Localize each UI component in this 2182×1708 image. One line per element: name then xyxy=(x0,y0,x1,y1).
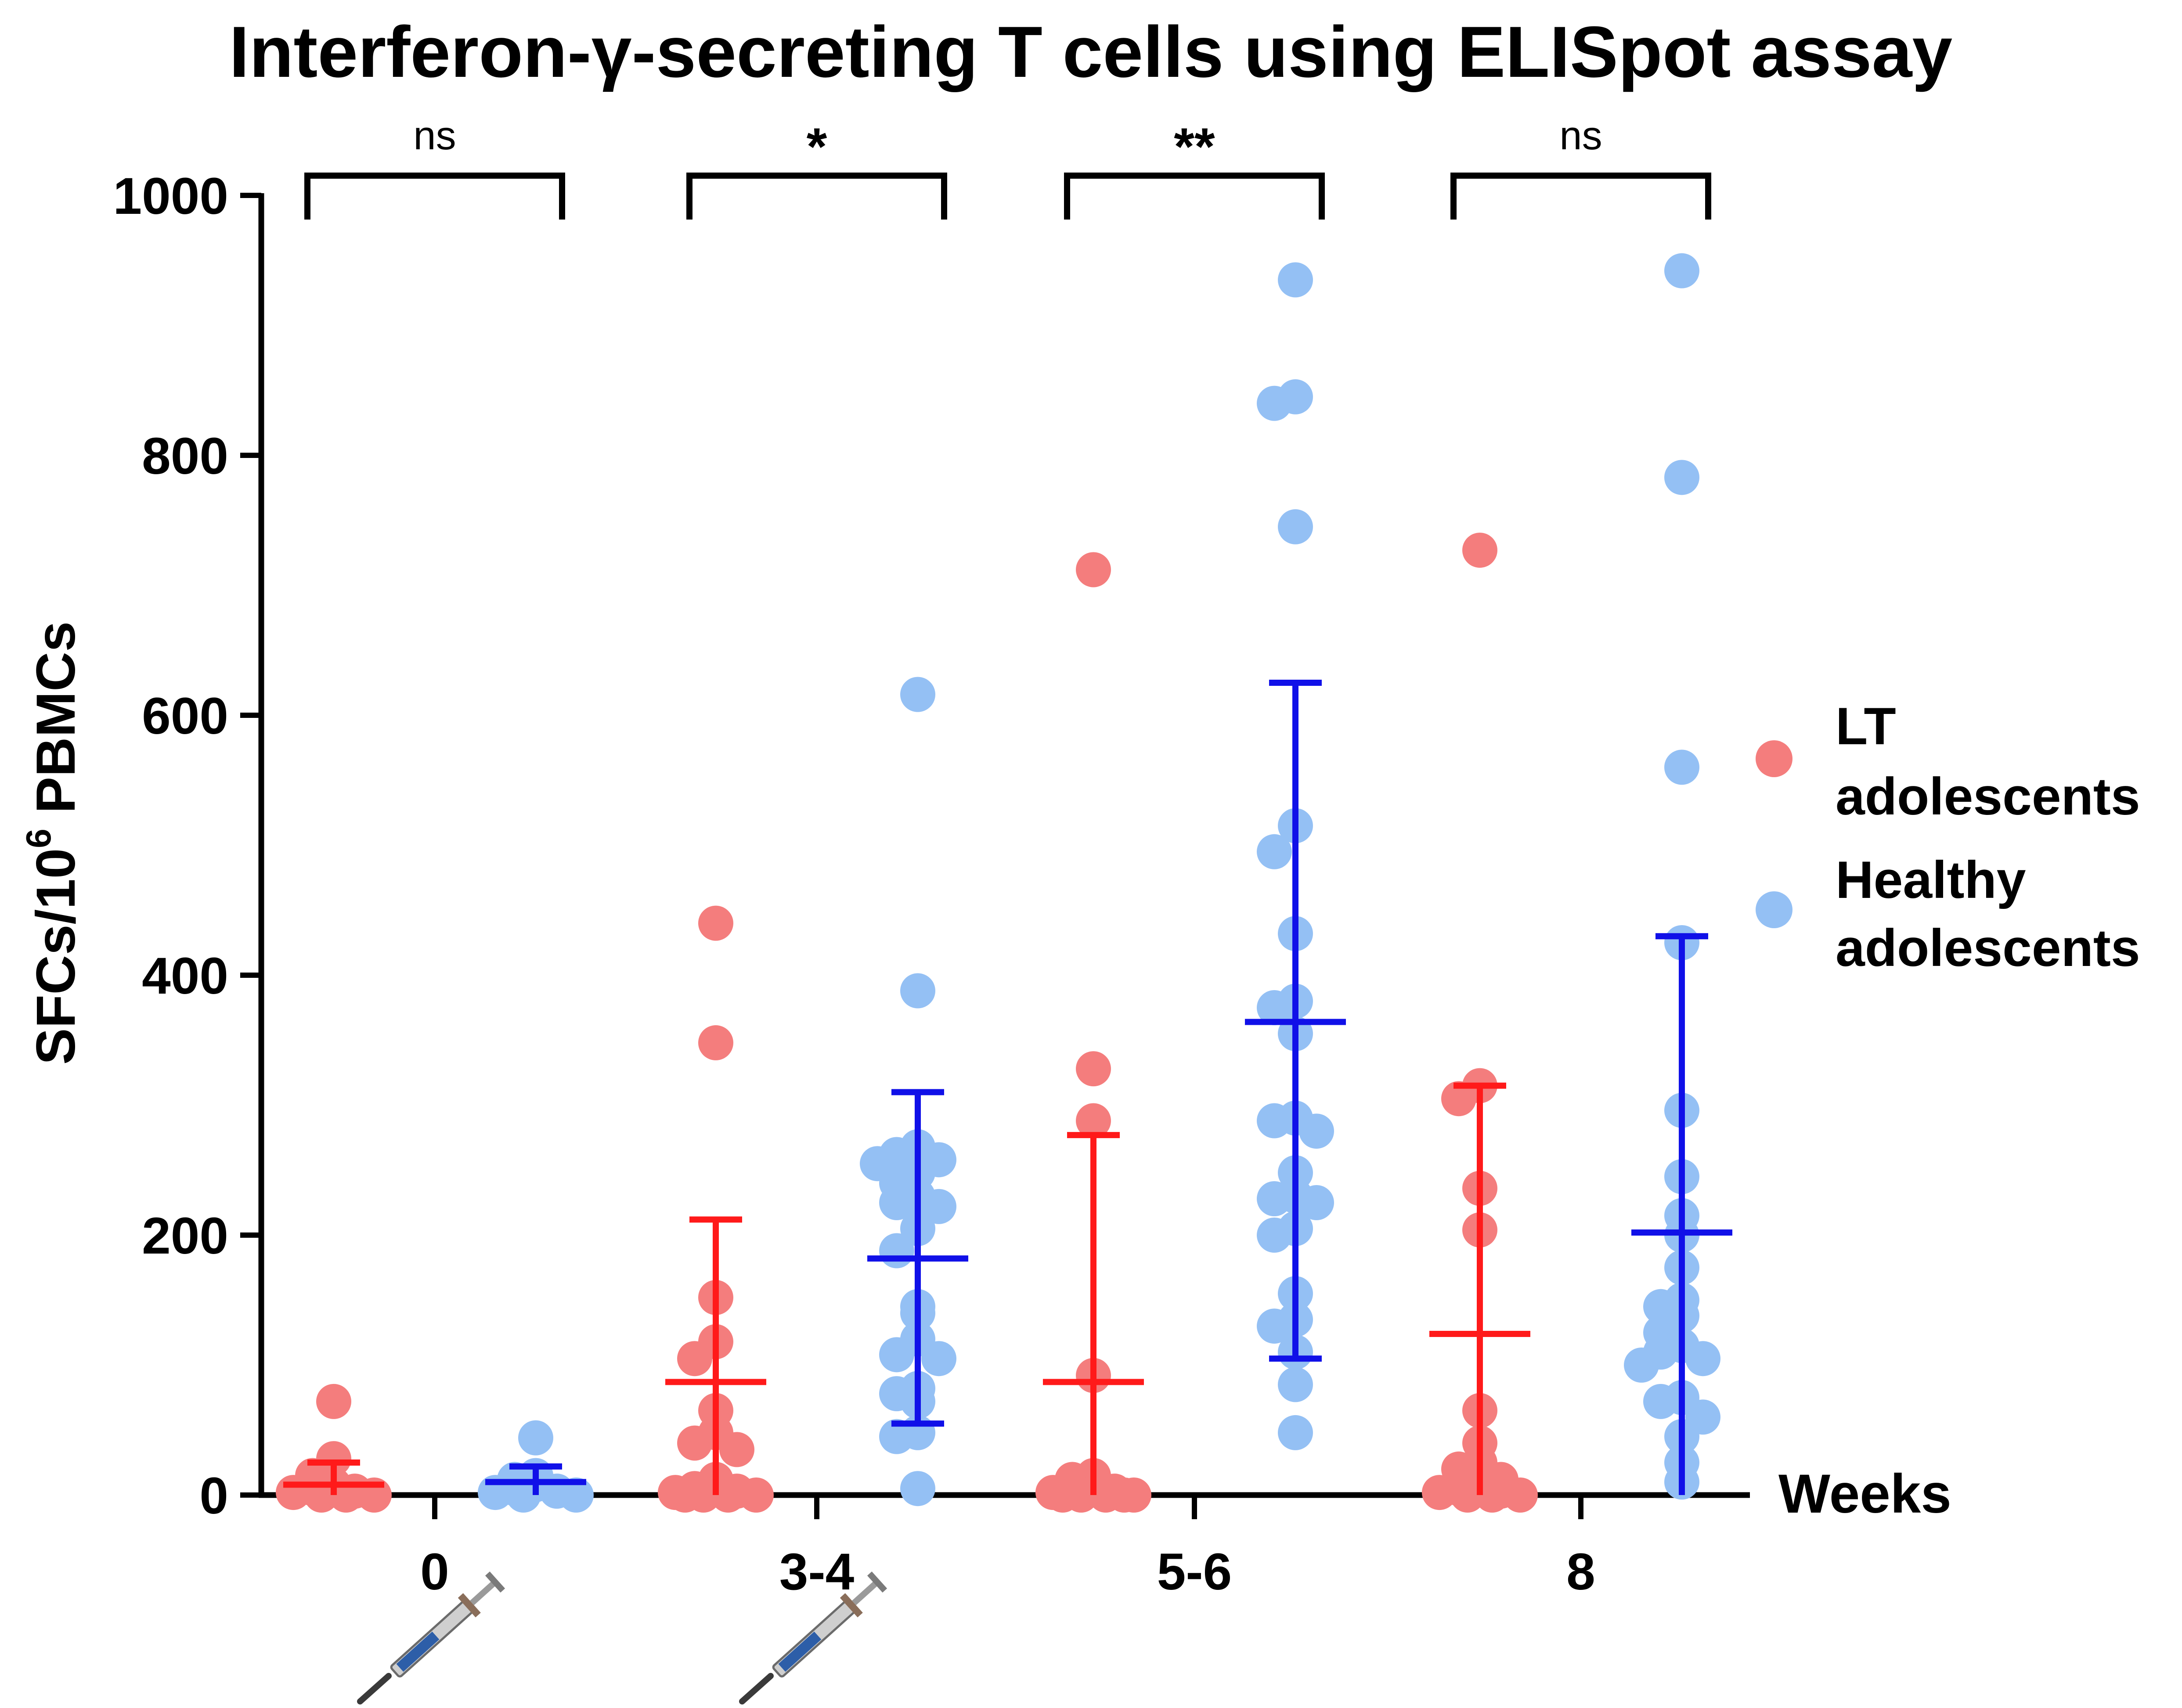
y-axis-label-tail: PBMCs xyxy=(25,621,87,829)
data-point xyxy=(1076,1051,1111,1086)
x-axis-label: Weeks xyxy=(1778,1463,1951,1524)
data-point xyxy=(1299,1113,1334,1149)
data-point xyxy=(1257,834,1292,869)
y-tick-label: 0 xyxy=(199,1467,228,1525)
data-point xyxy=(719,1432,754,1467)
elispot-chart: Interferon-γ-secreting T cells using ELI… xyxy=(0,0,2182,1708)
significance-brackets: ns * ** ns xyxy=(307,113,1708,220)
data-point xyxy=(900,973,935,1009)
x-tick-label: 8 xyxy=(1566,1543,1595,1601)
x-tick-label: 5-6 xyxy=(1157,1543,1232,1601)
y-axis-label-main: SFCs/10 xyxy=(25,848,87,1065)
significance-bracket xyxy=(1067,176,1322,220)
significance-label: ns xyxy=(1559,113,1602,158)
data-point xyxy=(698,1025,733,1060)
data-series xyxy=(276,253,1732,1513)
y-tick-label: 1000 xyxy=(113,167,228,225)
data-point xyxy=(921,1341,956,1376)
legend-lt-line1: LT xyxy=(1836,697,1896,756)
data-point xyxy=(1664,253,1699,288)
significance-label: ** xyxy=(1174,117,1215,176)
data-point xyxy=(1076,552,1111,587)
x-tick-label: 3-4 xyxy=(779,1543,855,1601)
significance-bracket xyxy=(307,176,562,220)
data-point xyxy=(1257,1103,1292,1139)
y-tick-label: 200 xyxy=(142,1207,228,1265)
data-point xyxy=(667,1477,703,1513)
legend-lt-line2: adolescents xyxy=(1836,767,2140,826)
data-point xyxy=(1257,1218,1292,1253)
data-point xyxy=(1685,1341,1720,1376)
data-point xyxy=(1278,262,1313,297)
data-point xyxy=(677,1426,712,1461)
data-point xyxy=(1624,1348,1659,1383)
data-point xyxy=(677,1341,712,1376)
chart-title: Interferon-γ-secreting T cells using ELI… xyxy=(229,11,1952,92)
significance-bracket xyxy=(689,176,944,220)
data-point xyxy=(900,677,935,712)
data-point xyxy=(900,1471,935,1506)
data-point xyxy=(879,1233,914,1268)
data-point xyxy=(1107,1477,1142,1513)
data-point xyxy=(698,906,733,941)
legend-marker-lt xyxy=(1756,740,1792,777)
y-tick-label: 600 xyxy=(142,687,228,745)
data-point xyxy=(1257,1181,1292,1216)
data-point xyxy=(1664,750,1699,785)
significance-label: ns xyxy=(413,113,456,158)
data-point xyxy=(1045,1477,1080,1513)
data-point xyxy=(1278,1415,1313,1450)
data-point xyxy=(879,1337,914,1372)
significance-label: * xyxy=(807,117,827,176)
y-axis-label-superscript: 6 xyxy=(19,829,58,848)
data-point xyxy=(1278,1367,1313,1402)
data-point xyxy=(1257,386,1292,421)
data-point xyxy=(518,1420,553,1456)
y-axis-label: SFCs/106 PBMCs xyxy=(19,621,87,1065)
legend-healthy-line2: adolescents xyxy=(1836,919,2140,977)
data-point xyxy=(1643,1384,1678,1419)
y-tick-label: 400 xyxy=(142,947,228,1005)
legend-marker-healthy xyxy=(1756,891,1792,928)
legend-healthy-line1: Healthy xyxy=(1836,850,2026,909)
data-point xyxy=(1462,533,1497,568)
data-point xyxy=(316,1384,351,1419)
y-tick-label: 800 xyxy=(142,427,228,485)
legend: LT adolescents Healthy adolescents xyxy=(1756,697,2140,977)
data-point xyxy=(1278,509,1313,544)
series-healthy-adolescents xyxy=(478,253,1732,1513)
x-tick-label: 0 xyxy=(420,1543,449,1601)
significance-bracket xyxy=(1453,176,1708,220)
data-point xyxy=(1664,460,1699,495)
y-axis: 0 200 400 600 800 1000 xyxy=(113,167,261,1525)
